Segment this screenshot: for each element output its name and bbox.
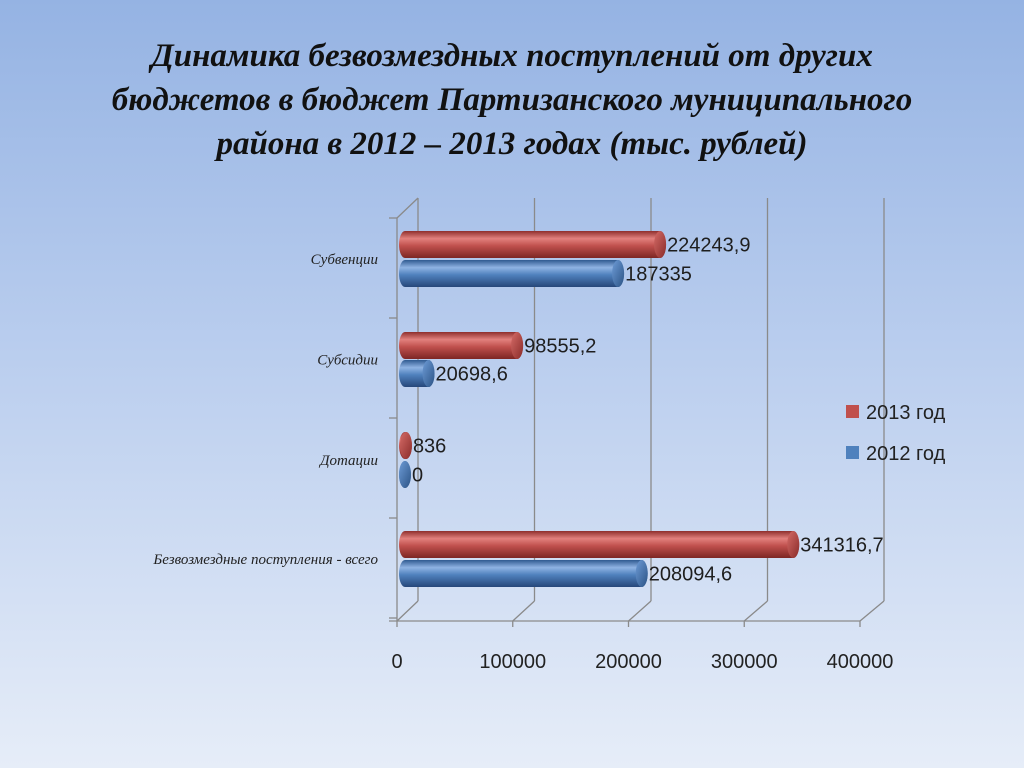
x-tick-label: 400000 <box>827 651 894 673</box>
x-tick-label: 100000 <box>479 651 546 673</box>
chart-bars <box>399 231 800 587</box>
bar-cap <box>511 332 524 359</box>
legend-swatch <box>846 405 859 418</box>
category-label: Субсидии <box>317 353 378 369</box>
bar-cap <box>399 461 411 488</box>
chart-labels: 0 100000 200000 300000 400000 Субвенции 224243… <box>152 235 893 674</box>
bar <box>399 231 667 258</box>
bar-cap <box>612 260 625 287</box>
category-label: Дотации <box>318 453 378 469</box>
legend-label: 2013 год <box>866 402 946 424</box>
bar <box>399 332 524 359</box>
y-axis-depth <box>396 197 419 219</box>
legend-label: 2012 год <box>866 443 946 465</box>
title-line-1: Динамика безвозмездных поступлений от др… <box>151 38 873 74</box>
data-label: 98555,2 <box>524 336 596 358</box>
gridline-floor <box>628 600 652 622</box>
data-label: 208094,6 <box>649 564 732 586</box>
bar <box>399 560 648 587</box>
title-line-2: бюджетов в бюджет Партизанского муниципа… <box>111 82 913 118</box>
x-tick-label: 0 <box>391 651 402 673</box>
data-label: 187335 <box>625 264 692 286</box>
bar <box>399 531 800 558</box>
gridline-floor <box>512 600 535 622</box>
bar-cap <box>422 360 435 387</box>
bar <box>399 260 625 287</box>
gridline-floor <box>859 600 885 622</box>
slide-title: Динамика безвозмездных поступлений от др… <box>40 34 984 166</box>
bar-cap <box>635 560 648 587</box>
x-tick-label: 200000 <box>595 651 662 673</box>
data-label: 341316,7 <box>800 535 883 557</box>
data-label: 224243,9 <box>667 235 750 257</box>
bar-cap <box>399 432 412 459</box>
data-label: 20698,6 <box>436 364 508 386</box>
chart-legend: 2013 год 2012 год <box>846 402 946 465</box>
bar-cap <box>787 531 800 558</box>
gridline-floor <box>743 600 768 622</box>
gridline-floor <box>396 600 419 622</box>
category-label: Субвенции <box>311 252 378 268</box>
legend-swatch <box>846 446 859 459</box>
title-line-3: района в 2012 – 2013 годах (тыс. рублей) <box>216 126 808 162</box>
data-label: 836 <box>413 436 446 458</box>
category-label: Безвозмездные поступления - всего <box>152 552 378 568</box>
data-label: 0 <box>412 465 423 487</box>
x-tick-label: 300000 <box>711 651 778 673</box>
bar-cap <box>654 231 667 258</box>
